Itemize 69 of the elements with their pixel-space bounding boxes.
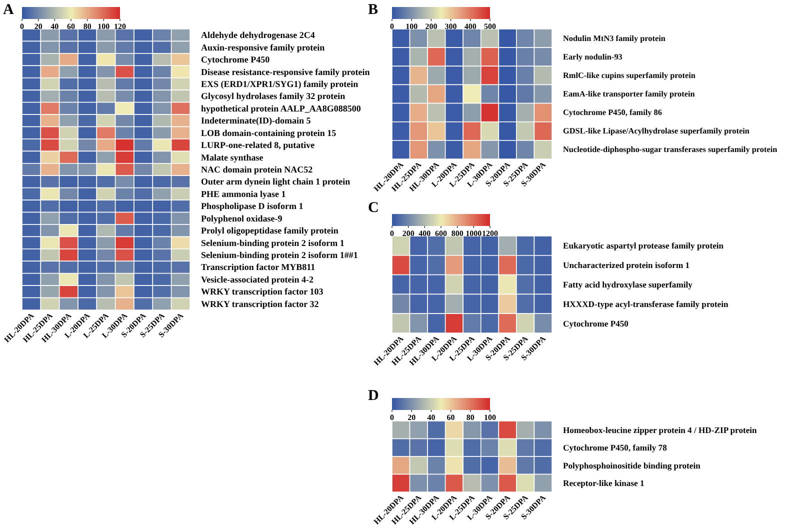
color-bar-label: 300 <box>444 22 457 31</box>
y-tick-label: Malate synthase <box>201 152 264 162</box>
color-bar-label: 40 <box>50 22 59 31</box>
y-tick-label: Polyphenol oxidase-9 <box>201 213 283 224</box>
color-bar-label: 60 <box>67 22 75 31</box>
y-tick-label: NAC domain protein NAC52 <box>201 164 314 174</box>
y-tick-label: LOB domain-containing protein 15 <box>201 128 337 138</box>
y-tick-label: Prolyl oligopeptidase family protein <box>201 226 338 236</box>
y-tick-label: Selenium-binding protein 2 isoform 1 <box>201 238 345 248</box>
color-bar-label: 800 <box>451 229 464 238</box>
color-bar-label: 80 <box>466 413 474 422</box>
color-bar-label: 100 <box>406 22 418 31</box>
y-tick-label: PHE ammonia lyase 1 <box>201 188 286 199</box>
y-tick-label: Transcription factor MYB811 <box>201 262 316 272</box>
color-bar-label: 100 <box>484 413 496 422</box>
color-bar-label: 0 <box>390 229 394 238</box>
y-tick-label: Cytochrome P450 <box>563 318 628 328</box>
y-tick-label: Eukaryotic aspartyl protease family protein <box>563 240 724 251</box>
color-bar-label: 200 <box>425 22 438 31</box>
color-bar-label: 1000 <box>466 229 482 238</box>
y-tick-label: LURP-one-related 8, putative <box>201 140 315 150</box>
color-bar-label: 0 <box>390 413 394 422</box>
y-tick-label: GDSL-like Lipase/Acylhydrolase superfamily protein <box>563 126 750 136</box>
y-tick-label: Cytochrome P450 <box>201 54 270 65</box>
color-bar-label: 400 <box>464 22 476 31</box>
y-tick-label: EamA-like transporter family protein <box>563 90 696 98</box>
color-bar-label: 1200 <box>482 229 498 238</box>
y-tick-label: Vesicle-associated protein 4-2 <box>201 274 314 284</box>
color-bar-label: 20 <box>408 413 416 422</box>
y-tick-label: Indeterminate(ID)-domain 5 <box>201 116 312 126</box>
chart-title: B <box>368 2 378 19</box>
color-bar-label: 0 <box>20 22 24 31</box>
y-tick-label: Fatty acid hydroxylase superfamily <box>563 280 694 290</box>
y-tick-label: Homeobox-leucine zipper protein 4 / HD-ZIP protein <box>563 424 758 435</box>
chart-title: D <box>368 388 379 405</box>
y-tick-label: RmlC-like cupins superfamily protein <box>563 70 696 80</box>
y-tick-label: Phospholipase D isoform 1 <box>201 201 304 212</box>
color-bar-label: 100 <box>98 22 110 31</box>
y-tick-label: WRKY transcription factor 32 <box>201 298 320 309</box>
color-bar-label: 400 <box>418 229 431 238</box>
y-tick-label: Disease resistance-responsive family protein <box>201 66 370 77</box>
y-tick-label: Early nodulin-93 <box>563 52 622 62</box>
y-tick-label: Cytochrome P450, family 86 <box>563 108 662 118</box>
y-tick-label: Outer arm dynein light chain 1 protein <box>201 176 350 187</box>
y-tick-label: Uncharacterized protein isoform 1 <box>563 260 690 270</box>
y-tick-label: Cytochrome P450, family 78 <box>563 442 668 453</box>
y-tick-label: Glycosyl hydrolases family 32 protein <box>201 91 346 102</box>
y-tick-label: Polyphosphoinositide binding protein <box>563 460 701 470</box>
chart-title: A <box>3 2 14 19</box>
color-bar-label: 40 <box>427 413 436 422</box>
color-bar-label: 200 <box>402 229 414 238</box>
y-tick-label: Nodulin MtN3 family protein <box>563 34 666 43</box>
color-bar-label: 60 <box>446 413 455 422</box>
color-bar-label: 600 <box>435 229 447 238</box>
y-tick-label: hypothetical protein AALP_AA8G088500 <box>201 103 362 114</box>
y-tick-label: Receptor-like kinase 1 <box>563 478 644 488</box>
y-tick-label: HXXXD-type acyl-transferase family protein <box>563 298 728 309</box>
y-tick-label: Selenium-binding protein 2 isoform 1##1 <box>201 250 358 260</box>
color-bar-label: 80 <box>83 22 92 31</box>
y-tick-label: EXS (ERD1/XPR1/SYG1) family protein <box>201 78 358 89</box>
color-bar-label: 0 <box>390 22 394 31</box>
chart-title: C <box>368 200 379 217</box>
y-tick-label: WRKY transcription factor 103 <box>201 286 324 297</box>
color-bar-label: 120 <box>114 22 126 31</box>
color-bar-label: 500 <box>484 22 496 31</box>
y-tick-label: Auxin-responsive family protein <box>201 42 325 52</box>
y-tick-label: Aldehyde dehydrogenase 2C4 <box>201 30 316 40</box>
y-tick-label: Nucleotide-diphospho-sugar transferases superfamily protein <box>563 145 778 154</box>
color-bar-label: 20 <box>34 22 42 31</box>
